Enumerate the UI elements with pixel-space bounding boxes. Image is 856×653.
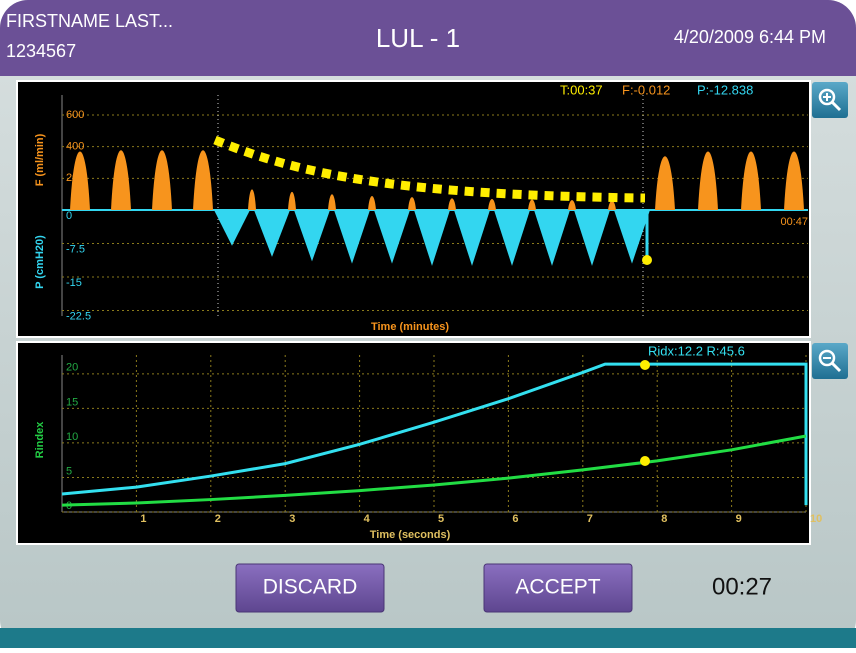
zoom-out-button[interactable] (812, 343, 848, 379)
x-tick-label: 9 (736, 513, 742, 525)
p-tick-label: -7.5 (66, 243, 85, 255)
pressure-trough (614, 210, 650, 264)
p-tick-label: 0 (66, 210, 72, 222)
flow-peak (608, 200, 616, 210)
x-tick-label: 5 (438, 513, 444, 525)
pressure-trough (214, 210, 250, 246)
cursor-dot (640, 360, 650, 370)
x-axis-label: Time (seconds) (370, 529, 451, 541)
flow-peak (655, 156, 675, 210)
cursor-dot (640, 456, 650, 466)
x-tick-label: 8 (661, 513, 667, 525)
pressure-trough (294, 210, 330, 262)
header-bar (0, 0, 856, 76)
flow-peak (488, 198, 496, 210)
p-tick-label: -22.5 (66, 310, 91, 322)
end-time: 00:47 (780, 216, 808, 228)
screen-title: LUL - 1 (376, 23, 460, 53)
flow-peak (368, 195, 376, 210)
readout-flow: F:-0.012 (622, 82, 670, 97)
accept-button[interactable]: ACCEPT (483, 563, 633, 613)
discard-button[interactable]: DISCARD (235, 563, 385, 613)
p-tick-label: -15 (66, 277, 82, 289)
timer: 00:27 (712, 573, 772, 600)
flow-peak (408, 197, 416, 210)
f-tick-label: 400 (66, 141, 84, 153)
patient-id: 1234567 (6, 41, 76, 61)
x-tick-label: 1 (140, 513, 146, 525)
flow-peak (448, 198, 456, 210)
series-line (61, 434, 807, 507)
flow-peak (698, 151, 718, 210)
x-tick-label: 6 (512, 513, 518, 525)
p-axis-label: P (cmH20) (34, 235, 46, 289)
readout-time: T:00:37 (560, 82, 603, 97)
y-tick-label: 20 (66, 362, 78, 374)
flow-peak (568, 200, 576, 210)
x-tick-label: 3 (289, 513, 295, 525)
flow-peak (152, 150, 172, 210)
button-label: ACCEPT (515, 576, 600, 599)
flow-peak (248, 189, 256, 210)
pressure-trough (254, 210, 290, 257)
y-tick-label: 10 (66, 431, 78, 443)
x-tick-label: 2 (215, 513, 221, 525)
pressure-trough (374, 210, 410, 264)
flow-peak (741, 151, 761, 210)
x-tick-label: 4 (364, 513, 371, 525)
flow-chart: 2004006000-7.5-15-22.5T:00:37F:-0.012P:-… (16, 80, 811, 338)
fit-curve (213, 135, 646, 203)
f-tick-label: 600 (66, 109, 84, 121)
pressure-trough (574, 210, 610, 266)
x-tick-label: 7 (587, 513, 593, 525)
flow-peak (288, 191, 296, 210)
flow-peak (193, 150, 213, 210)
flow-peak (528, 199, 536, 210)
flow-peak (784, 151, 804, 210)
flow-peak (70, 151, 90, 210)
pressure-trough (494, 210, 530, 266)
button-label: DISCARD (263, 576, 358, 599)
readout: Ridx:12.2 R:45.6 (648, 343, 745, 358)
cursor-dot (642, 255, 652, 265)
x-axis-label: Time (minutes) (371, 321, 449, 333)
patient-name: FIRSTNAME LAST... (6, 11, 173, 31)
footer-bar (0, 628, 856, 648)
datetime: 4/20/2009 6:44 PM (674, 27, 826, 47)
readout-pressure: P:-12.838 (697, 82, 753, 97)
y-tick-label: 15 (66, 396, 78, 408)
pressure-trough (414, 210, 450, 266)
y-axis-label: Rindex (34, 421, 46, 459)
x-tick-label: 10 (810, 513, 822, 525)
flow-peak (328, 194, 336, 210)
y-tick-label: 5 (66, 465, 72, 477)
f-axis-label: F (ml/min) (34, 133, 46, 186)
series-line (61, 362, 808, 506)
zoom-in-button[interactable] (812, 82, 848, 118)
flow-peak (111, 150, 131, 210)
pressure-trough (534, 210, 570, 266)
pressure-trough (334, 210, 370, 264)
pressure-trough (454, 210, 490, 266)
